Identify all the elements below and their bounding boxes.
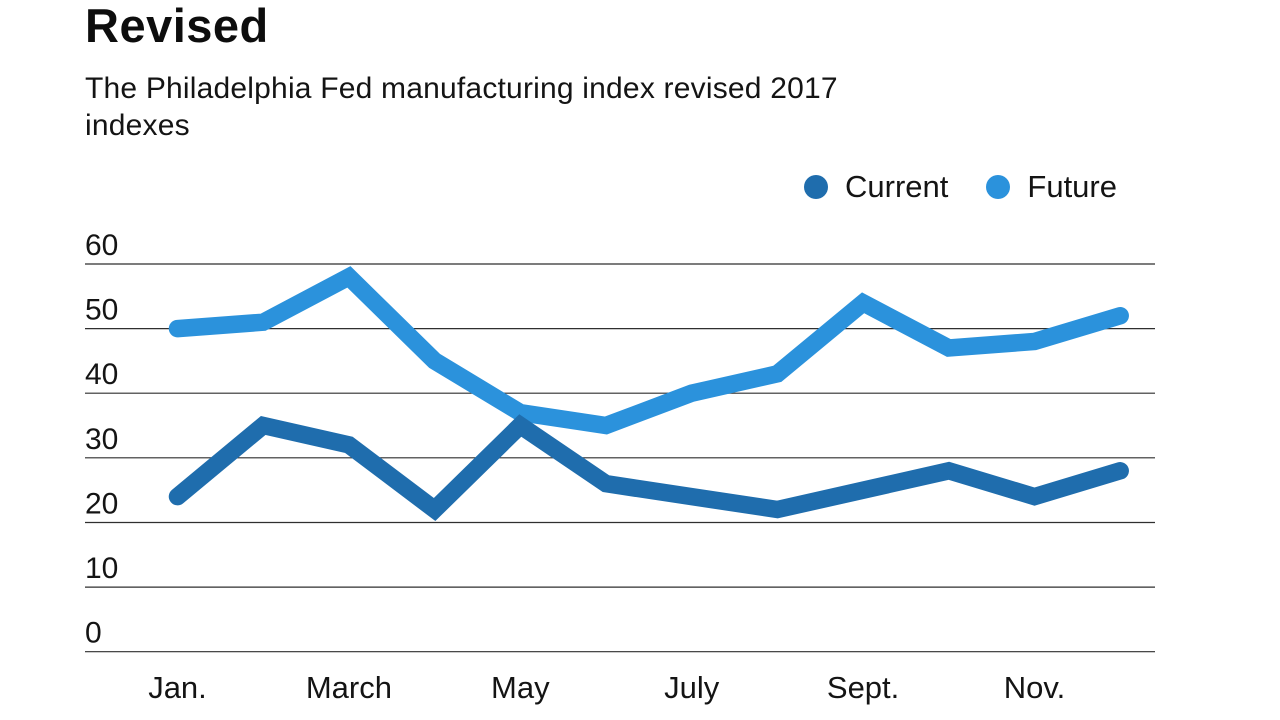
y-axis-tick-label: 10 (85, 552, 118, 585)
chart-subtitle-line-2: indexes (85, 109, 190, 142)
x-axis-tick-label: July (664, 670, 720, 705)
legend-dot-future-icon (986, 175, 1011, 199)
legend-item-future: Future (986, 169, 1117, 205)
y-axis-tick-label: 60 (85, 229, 118, 262)
x-axis-tick-label: Nov. (1004, 670, 1065, 705)
y-axis-tick-label: 30 (85, 423, 118, 456)
chart-subtitle-line-1: The Philadelphia Fed manufacturing index… (85, 72, 838, 105)
legend-item-current: Current (804, 169, 948, 205)
x-axis-tick-label: Sept. (827, 670, 899, 705)
x-axis-tick-label: March (306, 670, 392, 705)
series-line-current (168, 414, 1129, 522)
series-line-future (168, 266, 1129, 435)
legend-label-current: Current (845, 169, 949, 204)
chart-subtitle: The Philadelphia Fed manufacturing index… (85, 70, 838, 144)
y-axis-tick-label: 0 (85, 617, 102, 650)
y-axis-tick-label: 40 (85, 358, 118, 391)
legend-label-future: Future (1027, 169, 1117, 204)
chart-legend: Current Future (804, 169, 1117, 205)
chart-title: Revised (85, 0, 269, 52)
y-axis-tick-label: 50 (85, 294, 118, 327)
legend-dot-current-icon (804, 175, 829, 199)
y-axis-tick-label: 20 (85, 488, 118, 521)
x-axis-tick-label: May (491, 670, 550, 705)
x-axis-tick-label: Jan. (148, 670, 207, 705)
